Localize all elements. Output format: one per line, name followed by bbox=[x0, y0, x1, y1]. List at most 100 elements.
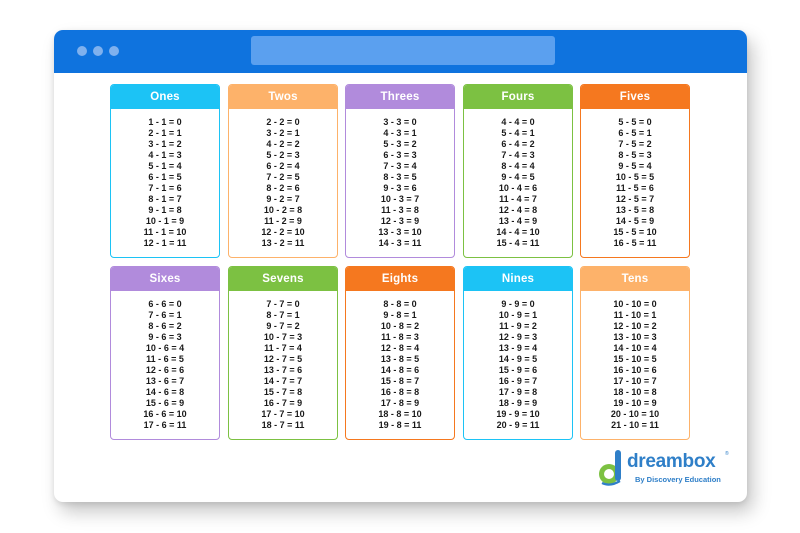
logo-trademark: ® bbox=[725, 451, 729, 457]
fact-row: 10 - 8 = 2 bbox=[380, 321, 420, 331]
fact-row: 9 - 4 = 5 bbox=[501, 172, 535, 182]
fact-row: 6 - 2 = 4 bbox=[266, 161, 300, 171]
fact-row: 9 - 2 = 7 bbox=[266, 194, 300, 204]
window-dot-icon[interactable] bbox=[93, 46, 103, 56]
card-header: Ones bbox=[111, 85, 219, 109]
card-header: Twos bbox=[229, 85, 337, 109]
facts-list: 10 - 10 = 0 11 - 10 = 1 12 - 10 = 2 13 - 10… bbox=[581, 291, 689, 431]
fact-row: 13 - 5 = 8 bbox=[615, 205, 655, 215]
fact-card-nines: Nines 9 - 9 = 0 10 - 9 = 1 11 - 9 = 2 12 - 9… bbox=[463, 266, 573, 440]
fact-row: 4 - 3 = 1 bbox=[383, 128, 417, 138]
fact-row: 16 - 9 = 7 bbox=[498, 376, 538, 386]
fact-row: 18 - 10 = 8 bbox=[613, 387, 657, 397]
fact-row: 16 - 7 = 9 bbox=[263, 398, 303, 408]
card-header: Tens bbox=[581, 267, 689, 291]
fact-row: 9 - 6 = 3 bbox=[148, 332, 182, 342]
fact-row: 8 - 3 = 5 bbox=[383, 172, 417, 182]
fact-row: 17 - 8 = 9 bbox=[380, 398, 420, 408]
fact-row: 13 - 6 = 7 bbox=[145, 376, 185, 386]
fact-row: 5 - 2 = 3 bbox=[266, 150, 300, 160]
fact-row: 16 - 6 = 10 bbox=[143, 409, 187, 419]
fact-row: 10 - 5 = 5 bbox=[615, 172, 655, 182]
fact-row: 14 - 7 = 7 bbox=[263, 376, 303, 386]
fact-row: 13 - 4 = 9 bbox=[498, 216, 538, 226]
fact-row: 15 - 5 = 10 bbox=[613, 227, 657, 237]
fact-row: 13 - 2 = 11 bbox=[261, 238, 305, 248]
fact-row: 10 - 1 = 9 bbox=[145, 216, 185, 226]
fact-row: 15 - 9 = 6 bbox=[498, 365, 538, 375]
fact-row: 8 - 5 = 3 bbox=[618, 150, 652, 160]
fact-row: 14 - 5 = 9 bbox=[615, 216, 655, 226]
card-header: Threes bbox=[346, 85, 454, 109]
window-dot-icon[interactable] bbox=[77, 46, 87, 56]
window-dot-icon[interactable] bbox=[109, 46, 119, 56]
fact-row: 10 - 9 = 1 bbox=[498, 310, 538, 320]
fact-row: 4 - 1 = 3 bbox=[148, 150, 182, 160]
fact-row: 6 - 1 = 5 bbox=[148, 172, 182, 182]
fact-row: 19 - 10 = 9 bbox=[613, 398, 657, 408]
fact-row: 9 - 9 = 0 bbox=[501, 299, 535, 309]
fact-row: 17 - 7 = 10 bbox=[261, 409, 305, 419]
fact-row: 9 - 8 = 1 bbox=[383, 310, 417, 320]
fact-row: 5 - 4 = 1 bbox=[501, 128, 535, 138]
fact-row: 8 - 7 = 1 bbox=[266, 310, 300, 320]
fact-row: 14 - 3 = 11 bbox=[378, 238, 422, 248]
fact-row: 13 - 3 = 10 bbox=[378, 227, 422, 237]
fact-row: 14 - 9 = 5 bbox=[498, 354, 538, 364]
fact-row: 12 - 9 = 3 bbox=[498, 332, 538, 342]
fact-row: 18 - 7 = 11 bbox=[261, 420, 305, 430]
fact-row: 11 - 5 = 6 bbox=[616, 183, 654, 193]
fact-row: 15 - 6 = 9 bbox=[145, 398, 185, 408]
fact-row: 11 - 1 = 10 bbox=[143, 227, 187, 237]
fact-row: 8 - 4 = 4 bbox=[501, 161, 535, 171]
fact-row: 15 - 10 = 5 bbox=[613, 354, 657, 364]
fact-row: 12 - 1 = 11 bbox=[143, 238, 187, 248]
fact-row: 7 - 4 = 3 bbox=[501, 150, 535, 160]
fact-row: 13 - 7 = 6 bbox=[263, 365, 303, 375]
fact-row: 16 - 10 = 6 bbox=[613, 365, 657, 375]
fact-row: 9 - 5 = 4 bbox=[618, 161, 652, 171]
fact-row: 17 - 6 = 11 bbox=[143, 420, 187, 430]
fact-row: 13 - 10 = 3 bbox=[613, 332, 657, 342]
fact-row: 20 - 10 = 10 bbox=[610, 409, 660, 419]
fact-row: 12 - 10 = 2 bbox=[613, 321, 657, 331]
address-bar[interactable] bbox=[251, 36, 555, 65]
fact-row: 3 - 3 = 0 bbox=[383, 117, 417, 127]
fact-row: 7 - 2 = 5 bbox=[266, 172, 300, 182]
fact-row: 18 - 9 = 9 bbox=[498, 398, 538, 408]
fact-row: 1 - 1 = 0 bbox=[148, 117, 182, 127]
fact-row: 21 - 10 = 11 bbox=[611, 420, 659, 430]
fact-row: 2 - 1 = 1 bbox=[148, 128, 182, 138]
fact-row: 10 - 3 = 7 bbox=[380, 194, 420, 204]
fact-row: 9 - 3 = 6 bbox=[383, 183, 417, 193]
card-header: Sixes bbox=[111, 267, 219, 291]
fact-row: 11 - 9 = 2 bbox=[499, 321, 537, 331]
fact-row: 11 - 4 = 7 bbox=[499, 194, 537, 204]
fact-row: 17 - 9 = 8 bbox=[498, 387, 538, 397]
fact-row: 5 - 5 = 0 bbox=[618, 117, 652, 127]
fact-row: 20 - 9 = 11 bbox=[496, 420, 540, 430]
fact-row: 12 - 8 = 4 bbox=[380, 343, 420, 353]
fact-row: 16 - 8 = 8 bbox=[380, 387, 420, 397]
fact-row: 9 - 7 = 2 bbox=[266, 321, 300, 331]
fact-row: 6 - 5 = 1 bbox=[618, 128, 652, 138]
fact-row: 4 - 4 = 0 bbox=[501, 117, 535, 127]
card-header: Eights bbox=[346, 267, 454, 291]
fact-row: 10 - 4 = 6 bbox=[498, 183, 538, 193]
fact-row: 19 - 9 = 10 bbox=[496, 409, 540, 419]
card-header: Fives bbox=[581, 85, 689, 109]
fact-row: 10 - 2 = 8 bbox=[263, 205, 303, 215]
